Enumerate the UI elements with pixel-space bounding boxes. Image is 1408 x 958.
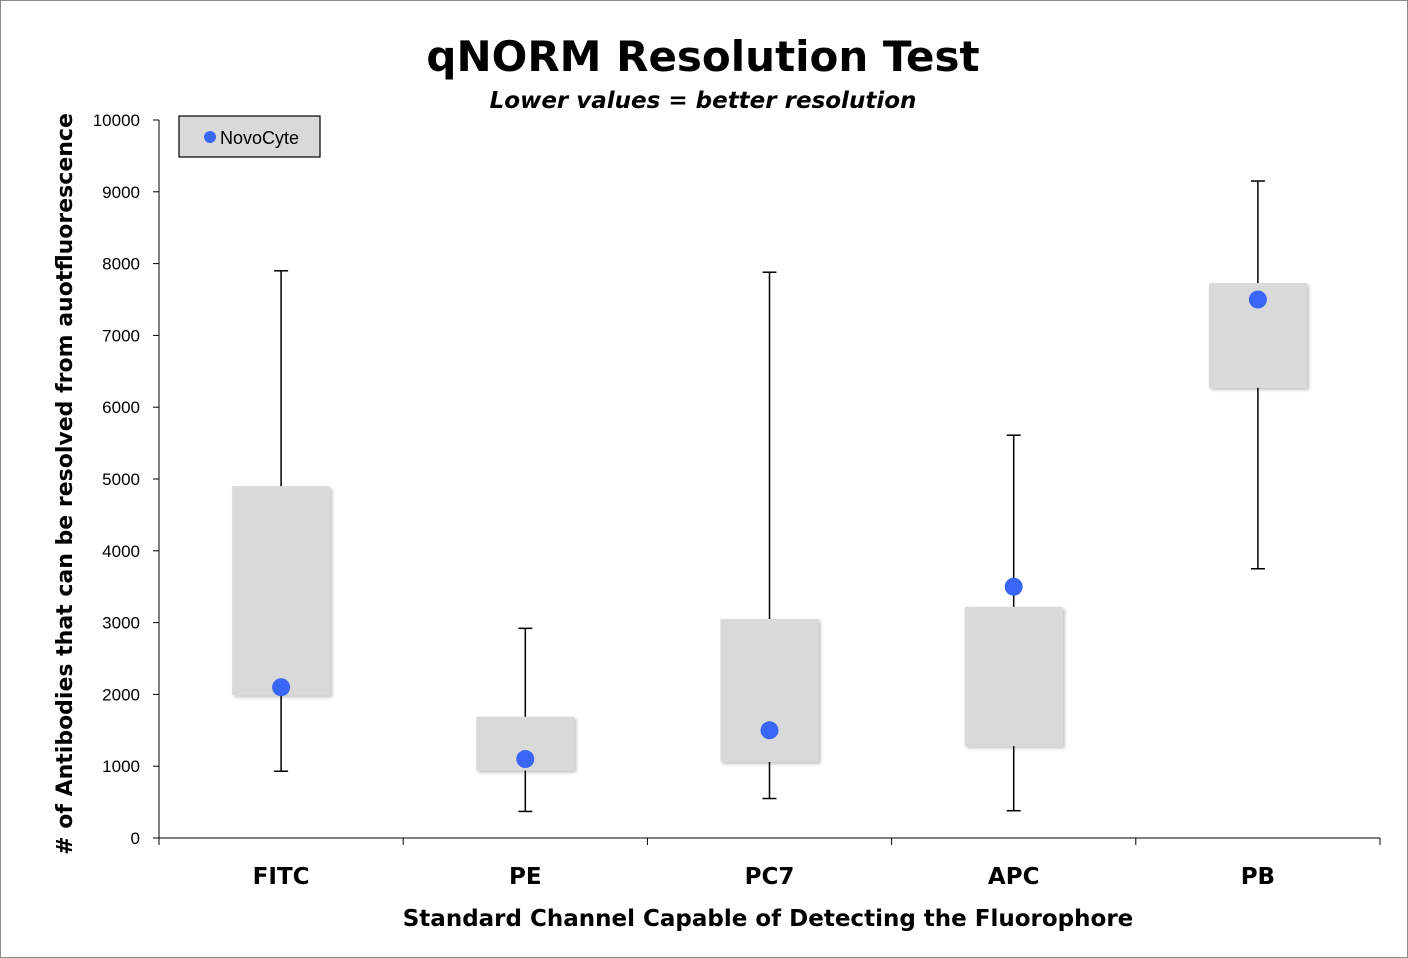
x-tick-label: FITC (253, 864, 310, 890)
legend-marker (204, 131, 216, 143)
y-tick-label: 2000 (102, 685, 140, 704)
box-pc7 (720, 271, 819, 800)
boxes-layer (232, 180, 1307, 813)
box-rect (232, 486, 331, 696)
novocyte-point-apc (1004, 577, 1023, 596)
x-tick-label: PB (1241, 864, 1275, 890)
legend-box (178, 115, 321, 158)
novocyte-point-pb (1248, 290, 1267, 309)
y-tick-label: 4000 (102, 542, 140, 561)
y-tick-label: 9000 (102, 183, 140, 202)
legend-label: NovoCyte (220, 128, 299, 148)
y-axis-label: # of Antibodies that can be resolved fro… (53, 113, 78, 855)
y-tick-label: 8000 (102, 255, 140, 274)
x-tick-label: PC7 (745, 864, 795, 890)
chart-subtitle: Lower values = better resolution (490, 88, 917, 114)
axes-layer: 0 1000 2000 3000 4000 5000 6000 7000 8000 9000 100… (93, 111, 1381, 890)
x-tick-label: PE (509, 864, 542, 890)
box-rect (720, 619, 819, 762)
y-tick-label: 7000 (102, 326, 140, 345)
box-rect (964, 606, 1063, 747)
novocyte-point-pc7 (760, 721, 779, 740)
legend: NovoCyte (178, 115, 321, 158)
y-tick-label: 3000 (102, 614, 140, 633)
y-tick-label: 6000 (102, 398, 140, 417)
chart-title: qNORM Resolution Test (426, 32, 979, 81)
x-axis-label: Standard Channel Capable of Detecting th… (403, 906, 1134, 932)
y-tick-label: 5000 (102, 470, 140, 489)
box-pb (1208, 180, 1307, 570)
box-apc (964, 434, 1063, 812)
box-pe (476, 627, 575, 813)
x-tick-label: APC (988, 864, 1040, 890)
novocyte-point-fitc (272, 678, 291, 697)
novocyte-point-pe (516, 750, 535, 769)
y-tick-label: 0 (131, 829, 140, 848)
y-tick-label: 10000 (93, 111, 140, 130)
y-tick-label: 1000 (102, 757, 140, 776)
points-layer (272, 290, 1267, 769)
